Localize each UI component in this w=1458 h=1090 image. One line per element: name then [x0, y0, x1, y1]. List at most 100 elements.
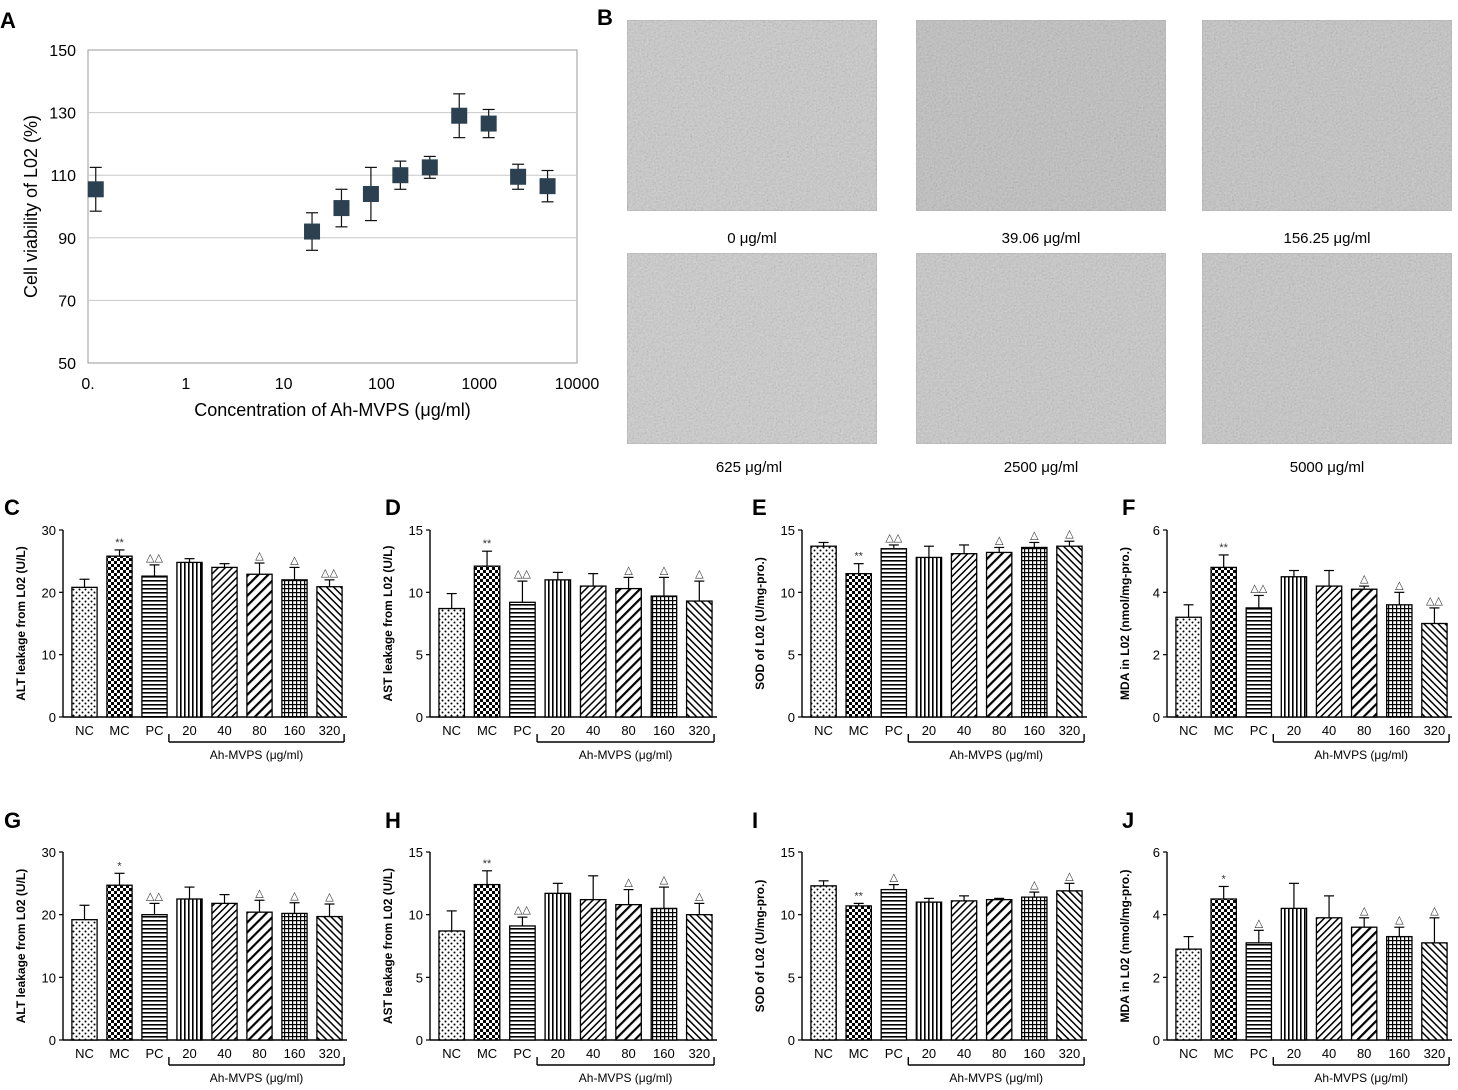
significance-mark: △△: [146, 552, 163, 564]
bar: [1421, 622, 1448, 718]
category-label: 80: [1357, 723, 1371, 738]
y-tick-label: 2: [1153, 648, 1160, 663]
significance-mark: △: [1255, 917, 1264, 929]
category-label: 160: [653, 1046, 675, 1061]
bar: [950, 900, 978, 1041]
bar: [1175, 948, 1202, 1041]
bar: [579, 898, 607, 1041]
significance-mark: △△: [1426, 595, 1443, 607]
bar: [316, 915, 343, 1041]
bar: [615, 903, 642, 1041]
bar: [71, 919, 98, 1041]
significance-mark: △: [1030, 879, 1039, 891]
category-label: MC: [109, 1046, 129, 1061]
y-axis-label: ALT leakage from L02 (U/L): [14, 869, 28, 1023]
significance-mark: △: [325, 891, 334, 903]
significance-mark: △△: [321, 567, 338, 579]
significance-mark: △: [1395, 914, 1404, 926]
bar: [579, 585, 607, 718]
x-tick-label: 100: [368, 376, 395, 393]
bar: [1280, 576, 1308, 718]
y-axis-label: AST leakage from L02 (U/L): [381, 868, 395, 1024]
y-tick-label: 15: [409, 523, 423, 538]
significance-mark: △: [1065, 528, 1074, 540]
group-label: Ah-MVPS (μg/ml): [210, 1071, 304, 1085]
micrograph-image-2: [1201, 19, 1453, 212]
category-label: 80: [621, 723, 635, 738]
category-label: 160: [284, 723, 306, 738]
significance-mark: *: [117, 860, 122, 872]
category-label: MC: [477, 723, 497, 738]
significance-mark: △: [1430, 905, 1439, 917]
data-point: [333, 200, 350, 217]
y-tick-label: 30: [42, 845, 56, 860]
bar: [1021, 546, 1048, 718]
category-label: PC: [513, 723, 531, 738]
category-label: 20: [182, 723, 196, 738]
category-label: NC: [442, 1046, 461, 1061]
category-label: MC: [477, 1046, 497, 1061]
bar: [1021, 896, 1048, 1041]
category-label: 40: [217, 1046, 231, 1061]
category-label: PC: [513, 1046, 531, 1061]
y-tick-label: 20: [42, 908, 56, 923]
x-tick-label: 1000: [461, 376, 497, 393]
bar: [1350, 926, 1378, 1041]
bar: [316, 586, 343, 718]
micrograph-image-5: [1201, 252, 1453, 445]
micrograph-3: 625 μg/ml: [626, 252, 878, 476]
category-label: 160: [1388, 1046, 1410, 1061]
significance-mark: △: [890, 872, 899, 884]
category-label: 160: [1388, 723, 1410, 738]
y-tick-label: 20: [42, 585, 56, 600]
y-tick-label: 4: [1153, 908, 1160, 923]
y-tick-label: 6: [1153, 523, 1160, 538]
significance-mark: △△: [514, 904, 531, 916]
category-label: 40: [217, 723, 231, 738]
y-tick-label: 0: [49, 710, 56, 725]
bar: [1315, 917, 1343, 1041]
category-label: 320: [319, 1046, 341, 1061]
bar: [509, 925, 536, 1041]
category-label: MC: [109, 723, 129, 738]
bar: [880, 548, 908, 718]
y-axis-label: Cell viability of L02 (%): [21, 115, 41, 298]
category-label: 40: [586, 1046, 600, 1061]
bar: [1350, 588, 1378, 718]
category-label: NC: [442, 723, 461, 738]
category-label: PC: [1250, 1046, 1268, 1061]
bar: [950, 553, 978, 718]
x-tick-label: 10000: [555, 376, 600, 393]
bar: [246, 573, 273, 718]
significance-mark: △: [1360, 905, 1369, 917]
bar-chart-c: 0 10 20 30 ALT leakage from L02 (U/L) NC ** MC △…: [14, 523, 347, 762]
y-tick-label: 90: [58, 231, 76, 248]
panel-letter-i: I: [752, 808, 758, 833]
significance-mark: △: [1360, 573, 1369, 585]
significance-mark: △△: [885, 532, 902, 544]
category-label: 320: [1424, 723, 1446, 738]
y-tick-label: 150: [49, 43, 76, 60]
y-tick-label: 5: [788, 970, 795, 985]
y-tick-label: 70: [58, 293, 76, 310]
y-tick-label: 10: [42, 648, 56, 663]
panel-letter-a: A: [0, 8, 16, 33]
category-label: PC: [885, 723, 903, 738]
y-axis-label: ALT leakage from L02 (U/L): [14, 546, 28, 700]
category-label: 320: [1059, 1046, 1081, 1061]
significance-mark: △: [1030, 529, 1039, 541]
micrograph-label-3: 625 μg/ml: [716, 459, 782, 476]
bar: [880, 888, 908, 1041]
y-tick-label: 2: [1153, 970, 1160, 985]
category-label: NC: [814, 723, 833, 738]
y-axis-label: MDA in L02 (nmol/mg-pro.): [1118, 547, 1132, 700]
micrograph-image-3: [626, 252, 878, 445]
y-tick-label: 0: [1153, 1033, 1160, 1048]
x-tick-label: 0.: [81, 376, 94, 393]
category-label: NC: [1179, 1046, 1198, 1061]
y-tick-label: 10: [409, 908, 423, 923]
